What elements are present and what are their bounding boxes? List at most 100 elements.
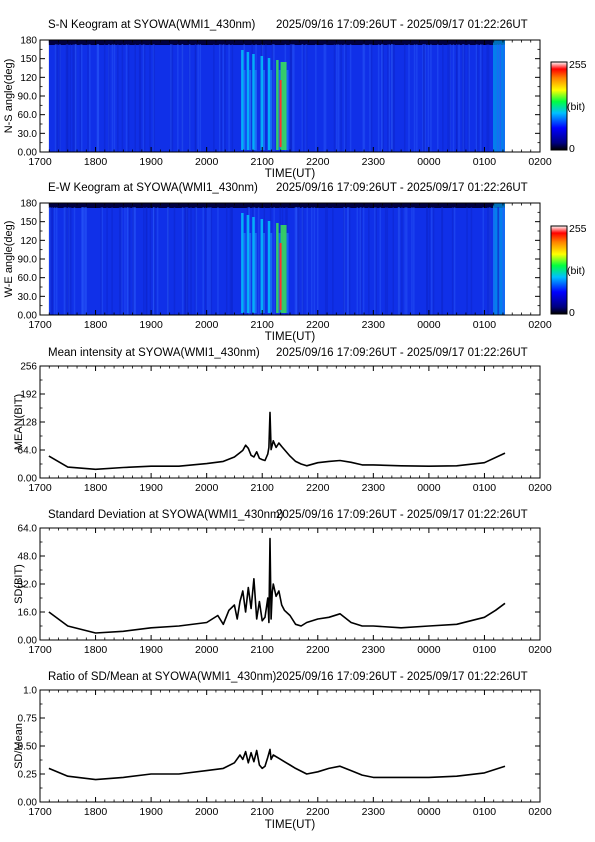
keogram-stripe	[382, 44, 384, 152]
aurora-arc	[276, 60, 279, 150]
keogram-stripe	[103, 44, 106, 152]
keogram-stripe	[55, 44, 58, 152]
y-axis-label: SD(BIT)	[13, 564, 25, 604]
keogram-stripe	[82, 207, 84, 315]
aurora-arc	[246, 52, 250, 150]
x-tick-label: 1900	[139, 319, 163, 331]
keogram-stripe	[392, 207, 395, 315]
x-tick-label: 2300	[362, 319, 386, 331]
aurora-arc	[241, 50, 244, 150]
aurora-arc	[280, 62, 287, 150]
keogram-stripe	[343, 207, 345, 315]
keogram-stripe	[386, 207, 389, 315]
keogram-stripe	[482, 207, 484, 315]
x-tick-label: 2100	[251, 482, 275, 494]
keogram-stripe	[194, 44, 197, 152]
keogram-stripe	[184, 207, 186, 315]
keogram-stripe	[428, 207, 431, 315]
keogram-stripe	[461, 44, 464, 152]
keogram-stripe	[369, 44, 371, 152]
keogram-stripe	[217, 207, 219, 315]
x-tick-label: 0000	[417, 156, 441, 168]
keogram-stripe	[408, 44, 410, 152]
keogram-stripe	[152, 44, 155, 152]
x-tick-label: 1800	[84, 319, 108, 331]
keogram-stripe	[53, 207, 56, 315]
y-tick-label: 0.00	[18, 798, 38, 809]
keogram-stripe	[481, 44, 484, 152]
colorbar-max-label: 255	[569, 223, 587, 235]
keogram-stripe	[348, 207, 351, 315]
keogram-stripe	[81, 207, 84, 315]
keogram-stripe	[496, 44, 499, 152]
aurora-peak	[279, 243, 282, 310]
keogram-stripe	[273, 207, 275, 315]
keogram-stripe	[332, 207, 334, 315]
keogram-stripe	[138, 44, 141, 152]
keogram-stripe	[111, 44, 114, 152]
keogram-stripe	[152, 207, 155, 315]
keogram-stripe	[448, 44, 451, 152]
keogram-stripe	[56, 207, 58, 315]
x-tick-label: 1700	[28, 806, 52, 818]
y-tick-label: 120	[20, 236, 37, 247]
x-tick-label: 2300	[362, 806, 386, 818]
keogram-stripe	[360, 207, 363, 315]
keogram-stripe	[499, 44, 502, 152]
keogram-stripe	[416, 44, 418, 152]
aurora-arc	[241, 213, 244, 313]
keogram-stripe	[455, 44, 458, 152]
keogram-stripe	[251, 44, 253, 152]
keogram-stripe	[199, 44, 202, 152]
x-tick-label: 1800	[84, 156, 108, 168]
keogram-stripe	[430, 44, 432, 152]
keogram-stripe	[291, 44, 294, 152]
keogram-stripe	[467, 44, 470, 152]
keogram-stripe	[486, 44, 488, 152]
keogram-stripe	[149, 44, 151, 152]
y-tick-label: 16.0	[18, 608, 38, 619]
x-tick-label: 0000	[417, 806, 441, 818]
keogram-stripe	[298, 207, 300, 315]
keogram-stripe	[405, 207, 408, 315]
keogram-stripe	[188, 44, 191, 152]
keogram-stripe	[463, 44, 466, 152]
y-tick-label: 180	[20, 199, 37, 210]
keogram-stripe	[74, 44, 77, 152]
keogram-stripe	[497, 207, 500, 315]
aurora-arc-glow	[243, 70, 246, 150]
panel-title: S-N Keogram at SYOWA(WMI1_430nm)	[48, 19, 255, 31]
keogram-stripe	[181, 207, 184, 315]
y-tick-label: 30.0	[18, 292, 38, 303]
aurora-arc-glow	[270, 233, 273, 313]
aurora-arc-glow	[270, 70, 273, 150]
keogram-stripe	[149, 207, 152, 315]
keogram-stripe	[96, 44, 99, 152]
x-tick-label: 1900	[139, 156, 163, 168]
aurora-arc-glow	[263, 70, 266, 150]
y-tick-label: 1.0	[23, 686, 37, 697]
keogram-stripe	[89, 44, 91, 152]
keogram-stripe	[370, 44, 373, 152]
keogram-top-band	[48, 40, 506, 45]
keogram-stripe	[97, 44, 99, 152]
keogram-stripe	[51, 207, 54, 315]
keogram-stripe	[413, 44, 416, 152]
keogram-stripe	[390, 44, 393, 152]
colorbar-unit-label: (bit)	[567, 265, 585, 277]
keogram-stripe	[210, 207, 213, 315]
keogram-stripe	[426, 207, 428, 315]
keogram-stripe	[194, 207, 197, 315]
keogram-stripe	[462, 44, 465, 152]
keogram-stripe	[177, 44, 179, 152]
keogram-stripe	[225, 207, 228, 315]
x-axis-label: TIME(UT)	[265, 168, 316, 180]
keogram-stripe	[480, 44, 482, 152]
x-tick-label: 1700	[28, 644, 52, 656]
x-tick-label: 2300	[362, 482, 386, 494]
keogram-stripe	[423, 44, 425, 152]
keogram-stripe	[66, 44, 68, 152]
keogram-stripe	[271, 44, 274, 152]
x-tick-label: 0200	[528, 319, 552, 331]
